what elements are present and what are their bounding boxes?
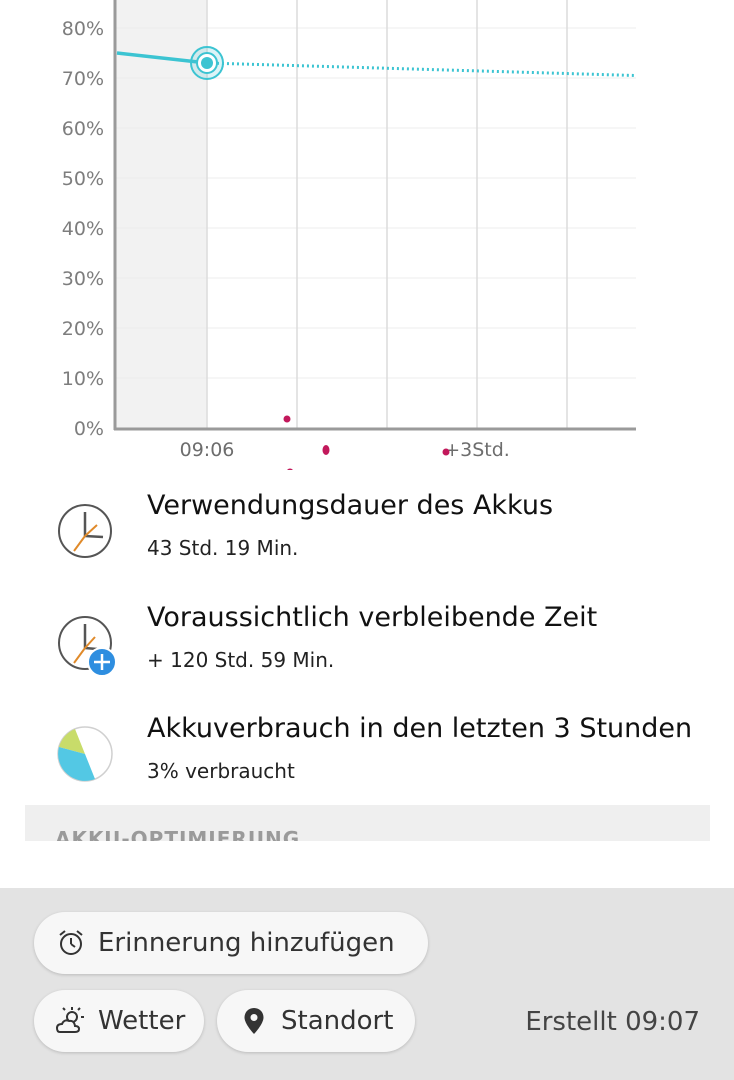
pie-icon [57,726,113,782]
consumption-row: Akkuverbrauch in den letzten 3 Stunden 3… [0,713,734,809]
x-tick-label: 09:06 [180,439,235,461]
usage-duration-title: Verwendungsdauer des Akkus [147,490,554,521]
consumption-value: 3% verbraucht [147,759,295,783]
location-label: Standort [281,1006,394,1036]
y-tick-label: 20% [62,318,104,340]
add-reminder-label: Erinnerung hinzufügen [98,928,395,958]
clock-plus-icon [58,616,117,677]
y-tick-label: 40% [62,218,104,240]
remaining-time-value: + 120 Std. 59 Min. [147,648,335,672]
add-reminder-button[interactable]: Erinnerung hinzufügen [34,912,428,974]
location-button[interactable]: Standort [217,990,415,1052]
weather-button[interactable]: Wetter [34,990,204,1052]
current-point [201,57,213,69]
y-tick-label: 30% [62,268,104,290]
alarm-clock-icon [56,928,86,958]
x-tick-label: +3Std. [444,439,510,461]
y-tick-label: 50% [62,168,104,190]
consumption-title: Akkuverbrauch in den letzten 3 Stunden [147,713,693,744]
bottom-panel: Erinnerung hinzufügen Wetter Standort Er… [0,888,734,1080]
y-tick-label: 80% [62,18,104,40]
usage-duration-value: 43 Std. 19 Min. [147,536,299,560]
y-tick-label: 0% [74,418,104,440]
y-tick-label: 70% [62,68,104,90]
forecast-line [206,61,635,77]
weather-label: Wetter [98,1006,186,1036]
history-shading [115,0,207,428]
usage-duration-row: Verwendungsdauer des Akkus 43 Std. 19 Mi… [0,490,734,586]
section-label: AKKU-OPTIMIERUNG [55,827,301,841]
clock-icon [58,504,112,558]
battery-optimization-header: AKKU-OPTIMIERUNG [25,805,710,841]
y-tick-label: 10% [62,368,104,390]
y-tick-label: 60% [62,118,104,140]
annotation-marks [283,415,450,470]
location-pin-icon [239,1006,269,1036]
remaining-time-title: Voraussichtlich verbleibende Zeit [147,602,598,633]
created-timestamp: Erstellt 09:07 [525,1007,700,1037]
battery-chart: 80% 70% 60% 50% 40% 30% 20% 10% 0% 09:06 +3Std. [62,0,636,470]
weather-icon [56,1006,86,1036]
remaining-time-row: Voraussichtlich verbleibende Zeit + 120 … [0,602,734,698]
